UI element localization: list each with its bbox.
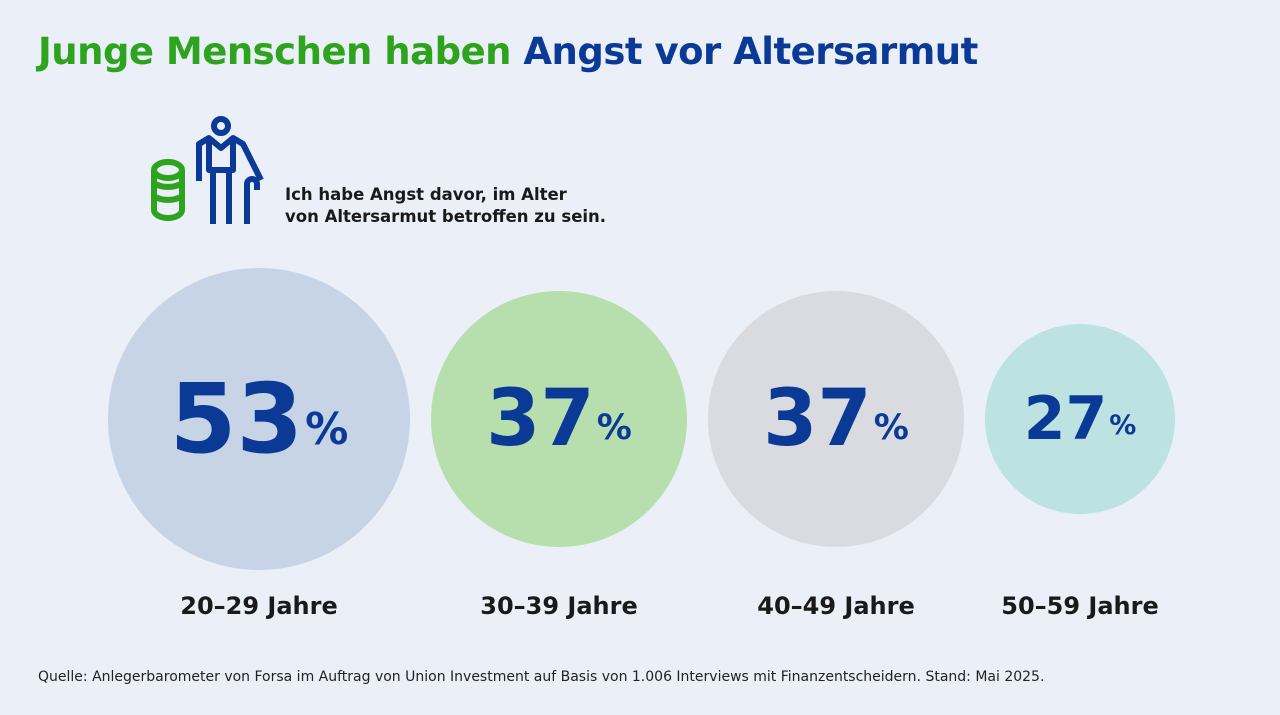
bubble-value: 27 — [1023, 384, 1108, 454]
source-note: Quelle: Anlegerbarometer von Forsa im Au… — [38, 669, 1045, 685]
bubble-value: 37 — [763, 374, 872, 464]
bubble-value: 53 — [169, 363, 304, 475]
age-group-label: 40–49 Jahre — [757, 592, 915, 620]
percent-sign: % — [596, 407, 632, 449]
title-green: Junge Menschen haben — [38, 30, 512, 73]
percent-sign: % — [873, 407, 909, 449]
page-title: Junge Menschen haben Angst vor Altersarm… — [38, 30, 978, 73]
statement-line-1: Ich habe Angst davor, im Alter — [285, 185, 567, 204]
bubble-3: 27% — [985, 324, 1175, 514]
survey-statement: Ich habe Angst davor, im Alter von Alter… — [285, 184, 606, 228]
title-blue: Angst vor Altersarmut — [523, 30, 978, 73]
elderly-person-coins-icon — [151, 116, 264, 224]
age-group-label: 20–29 Jahre — [180, 592, 338, 620]
bubble-2: 37% — [708, 291, 964, 547]
statement-line-2: von Altersarmut betroffen zu sein. — [285, 207, 607, 226]
percent-sign: % — [1109, 410, 1137, 442]
percent-sign: % — [305, 404, 349, 455]
bubble-1: 37% — [431, 291, 687, 547]
age-group-label: 30–39 Jahre — [480, 592, 638, 620]
age-group-label: 50–59 Jahre — [1001, 592, 1159, 620]
bubble-value: 37 — [486, 374, 595, 464]
bubble-0: 53% — [108, 268, 410, 570]
